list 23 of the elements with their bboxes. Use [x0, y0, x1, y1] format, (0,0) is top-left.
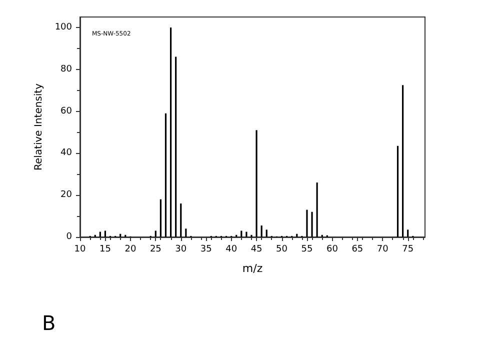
y-tick-label: 60	[60, 106, 72, 116]
x-tick-label: 25	[150, 244, 162, 254]
y-tick-label: 100	[54, 22, 72, 32]
y-tick-label: 80	[60, 64, 72, 74]
x-tick-label: 10	[74, 244, 86, 254]
x-tick-label: 35	[200, 244, 212, 254]
y-tick-label: 20	[60, 190, 72, 200]
y-axis-title: Relative Intensity	[33, 83, 44, 171]
x-tick-label: 15	[99, 244, 111, 254]
x-tick-label: 20	[124, 244, 136, 254]
x-tick-label: 75	[402, 244, 414, 254]
x-tick-label: 70	[376, 244, 389, 254]
text: B	[42, 311, 56, 335]
x-tick-label: 40	[226, 244, 238, 254]
y-tick-label: 40	[60, 148, 72, 158]
x-axis-title: m/z	[242, 262, 263, 275]
x-tick-label: 60	[326, 244, 338, 254]
x-tick-label: 65	[352, 244, 364, 254]
x-tick-label: 55	[301, 244, 313, 254]
x-tick-label: 50	[276, 244, 288, 254]
x-tick-label: 45	[250, 244, 262, 254]
y-tick-label: 0	[66, 232, 72, 242]
x-tick-label: 30	[175, 244, 187, 254]
